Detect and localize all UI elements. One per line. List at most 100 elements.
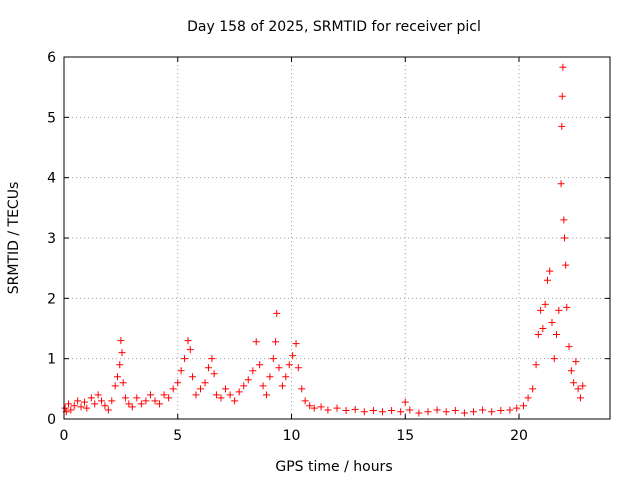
data-point (451, 407, 459, 415)
data-point (294, 364, 302, 372)
data-point (83, 404, 91, 412)
y-tick-label: 3 (47, 231, 56, 247)
data-point (563, 303, 571, 311)
y-axis-label: SRMTID / TECUs (6, 182, 22, 295)
data-point (579, 382, 587, 390)
data-point (310, 404, 318, 412)
y-tick-label: 1 (47, 352, 56, 368)
data-point (222, 385, 230, 393)
data-point (289, 352, 297, 360)
data-point (156, 400, 164, 408)
data-point (557, 180, 565, 188)
data-point (91, 400, 99, 408)
data-point (506, 406, 514, 414)
data-point (244, 376, 252, 384)
data-point (275, 364, 283, 372)
data-point (539, 325, 547, 332)
data-point (534, 331, 542, 339)
data-point (226, 391, 234, 399)
x-tick-label: 5 (173, 428, 182, 444)
data-point (285, 361, 293, 369)
data-point (169, 385, 177, 393)
data-point (108, 397, 116, 405)
data-point (101, 402, 109, 410)
data-point (360, 408, 368, 416)
data-point (118, 349, 126, 357)
data-point (561, 234, 568, 242)
data-point (558, 92, 566, 100)
data-point (61, 404, 69, 412)
data-point (570, 379, 578, 387)
y-tick-label: 2 (47, 291, 56, 307)
data-point (128, 403, 136, 411)
data-point (197, 385, 204, 393)
data-point (282, 373, 290, 381)
data-point (119, 379, 127, 387)
data-point (576, 394, 584, 402)
data-point (208, 355, 216, 363)
data-point (117, 337, 125, 345)
data-point (252, 338, 260, 346)
y-tick-label: 0 (47, 412, 56, 428)
data-point (548, 318, 556, 326)
data-point (133, 394, 141, 402)
data-point (497, 407, 505, 415)
data-point (379, 408, 386, 416)
y-tick-label: 4 (47, 171, 56, 187)
data-point (488, 408, 496, 416)
data-point (272, 338, 280, 346)
x-tick-label: 15 (396, 428, 414, 444)
grid-lines (64, 57, 610, 419)
data-point (74, 397, 82, 405)
data-point (529, 385, 537, 393)
data-point (94, 391, 102, 399)
data-point (189, 373, 197, 381)
data-point (324, 406, 332, 414)
data-point (142, 397, 150, 405)
data-point (292, 340, 300, 348)
data-point (177, 367, 185, 375)
data-point (67, 406, 75, 414)
data-point (240, 382, 248, 390)
data-point (269, 355, 277, 363)
data-point (77, 403, 85, 411)
x-axis-label: GPS time / hours (275, 459, 392, 475)
data-points (61, 63, 587, 417)
axis-ticks (63, 56, 610, 420)
data-point (559, 63, 567, 71)
data-point (249, 367, 257, 375)
data-point (125, 400, 133, 408)
data-point (210, 370, 218, 378)
data-point (111, 382, 119, 390)
data-point (165, 394, 173, 402)
data-point (146, 391, 154, 399)
data-point (259, 382, 267, 390)
data-point (317, 403, 325, 411)
data-point (537, 306, 545, 314)
data-point (406, 406, 414, 414)
data-point (192, 391, 200, 399)
tick-labels: 0 1 2 3 4 5 6 0 5 10 15 20 (47, 50, 528, 444)
data-point (546, 267, 554, 275)
data-point (278, 382, 286, 390)
data-point (558, 122, 566, 130)
data-point (256, 361, 264, 369)
data-point (397, 408, 405, 416)
data-point (174, 379, 182, 387)
data-point (460, 409, 468, 417)
data-point (80, 398, 88, 406)
data-point (104, 406, 112, 414)
data-point (204, 364, 212, 372)
data-point (70, 402, 78, 410)
data-point (470, 408, 477, 416)
data-point (212, 391, 220, 399)
data-point (184, 337, 192, 345)
data-point (186, 346, 194, 354)
x-tick-label: 0 (60, 428, 69, 444)
data-point (562, 261, 570, 269)
data-point (217, 394, 225, 402)
data-point (560, 216, 568, 224)
data-point (342, 407, 350, 415)
data-point (555, 306, 563, 314)
